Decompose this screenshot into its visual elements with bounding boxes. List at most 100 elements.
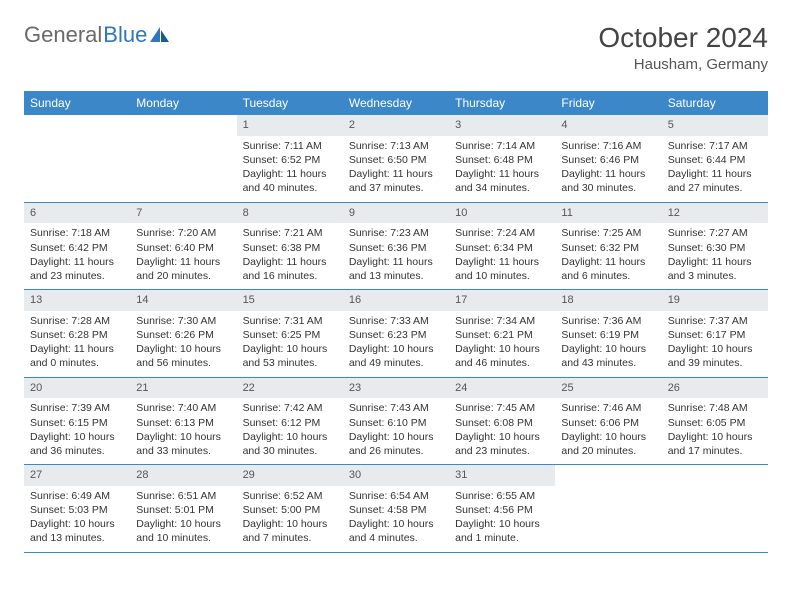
day-content: Sunrise: 7:24 AMSunset: 6:34 PMDaylight:… [449,223,555,289]
day-cell [24,115,130,202]
day-cell [130,115,236,202]
day-content: Sunrise: 7:28 AMSunset: 6:28 PMDaylight:… [24,311,130,377]
daylight-text: Daylight: 10 hours and 33 minutes. [136,430,230,458]
day-content: Sunrise: 7:48 AMSunset: 6:05 PMDaylight:… [662,398,768,464]
day-content: Sunrise: 6:52 AMSunset: 5:00 PMDaylight:… [237,486,343,552]
day-cell: 4Sunrise: 7:16 AMSunset: 6:46 PMDaylight… [555,115,661,202]
day-cell [555,465,661,552]
day-cell: 27Sunrise: 6:49 AMSunset: 5:03 PMDayligh… [24,465,130,552]
sunset-text: Sunset: 6:28 PM [30,328,124,342]
sunset-text: Sunset: 6:10 PM [349,416,443,430]
day-cell: 24Sunrise: 7:45 AMSunset: 6:08 PMDayligh… [449,378,555,465]
day-content: Sunrise: 7:14 AMSunset: 6:48 PMDaylight:… [449,136,555,202]
day-number: 27 [24,465,130,486]
daylight-text: Daylight: 11 hours and 30 minutes. [561,167,655,195]
sunrise-text: Sunrise: 7:18 AM [30,226,124,240]
daylight-text: Daylight: 11 hours and 37 minutes. [349,167,443,195]
weekday-header: Thursday [449,91,555,115]
sunset-text: Sunset: 5:03 PM [30,503,124,517]
sunset-text: Sunset: 6:38 PM [243,241,337,255]
day-content: Sunrise: 7:45 AMSunset: 6:08 PMDaylight:… [449,398,555,464]
day-cell [662,465,768,552]
day-content: Sunrise: 7:43 AMSunset: 6:10 PMDaylight:… [343,398,449,464]
day-number: 12 [662,203,768,224]
day-cell: 9Sunrise: 7:23 AMSunset: 6:36 PMDaylight… [343,203,449,290]
weekday-header: Tuesday [237,91,343,115]
sunrise-text: Sunrise: 7:31 AM [243,314,337,328]
daylight-text: Daylight: 10 hours and 1 minute. [455,517,549,545]
weeks-container: 1Sunrise: 7:11 AMSunset: 6:52 PMDaylight… [24,115,768,553]
day-cell: 25Sunrise: 7:46 AMSunset: 6:06 PMDayligh… [555,378,661,465]
sunset-text: Sunset: 5:00 PM [243,503,337,517]
sunrise-text: Sunrise: 7:33 AM [349,314,443,328]
day-content: Sunrise: 7:16 AMSunset: 6:46 PMDaylight:… [555,136,661,202]
day-content: Sunrise: 7:33 AMSunset: 6:23 PMDaylight:… [343,311,449,377]
day-cell: 6Sunrise: 7:18 AMSunset: 6:42 PMDaylight… [24,203,130,290]
month-title: October 2024 [598,22,768,54]
daylight-text: Daylight: 10 hours and 56 minutes. [136,342,230,370]
daylight-text: Daylight: 11 hours and 27 minutes. [668,167,762,195]
day-cell: 31Sunrise: 6:55 AMSunset: 4:56 PMDayligh… [449,465,555,552]
sunrise-text: Sunrise: 6:52 AM [243,489,337,503]
day-content: Sunrise: 7:31 AMSunset: 6:25 PMDaylight:… [237,311,343,377]
day-content: Sunrise: 7:21 AMSunset: 6:38 PMDaylight:… [237,223,343,289]
day-content: Sunrise: 7:34 AMSunset: 6:21 PMDaylight:… [449,311,555,377]
calendar: Sunday Monday Tuesday Wednesday Thursday… [24,91,768,553]
day-cell: 5Sunrise: 7:17 AMSunset: 6:44 PMDaylight… [662,115,768,202]
day-number: 3 [449,115,555,136]
week-row: 6Sunrise: 7:18 AMSunset: 6:42 PMDaylight… [24,202,768,290]
daylight-text: Daylight: 10 hours and 10 minutes. [136,517,230,545]
day-number: 13 [24,290,130,311]
day-number: 11 [555,203,661,224]
daylight-text: Daylight: 11 hours and 34 minutes. [455,167,549,195]
day-cell: 29Sunrise: 6:52 AMSunset: 5:00 PMDayligh… [237,465,343,552]
sunrise-text: Sunrise: 7:42 AM [243,401,337,415]
sunset-text: Sunset: 6:36 PM [349,241,443,255]
day-cell: 3Sunrise: 7:14 AMSunset: 6:48 PMDaylight… [449,115,555,202]
week-row: 20Sunrise: 7:39 AMSunset: 6:15 PMDayligh… [24,377,768,465]
day-cell: 8Sunrise: 7:21 AMSunset: 6:38 PMDaylight… [237,203,343,290]
sunset-text: Sunset: 6:23 PM [349,328,443,342]
sunrise-text: Sunrise: 7:28 AM [30,314,124,328]
logo-text-blue: Blue [103,22,147,48]
sunrise-text: Sunrise: 7:21 AM [243,226,337,240]
sunset-text: Sunset: 6:13 PM [136,416,230,430]
day-cell: 11Sunrise: 7:25 AMSunset: 6:32 PMDayligh… [555,203,661,290]
sunset-text: Sunset: 6:34 PM [455,241,549,255]
sunset-text: Sunset: 6:15 PM [30,416,124,430]
day-number: 19 [662,290,768,311]
sunset-text: Sunset: 6:06 PM [561,416,655,430]
day-number: 29 [237,465,343,486]
day-content: Sunrise: 6:54 AMSunset: 4:58 PMDaylight:… [343,486,449,552]
sunrise-text: Sunrise: 6:51 AM [136,489,230,503]
day-number: 7 [130,203,236,224]
day-content: Sunrise: 7:11 AMSunset: 6:52 PMDaylight:… [237,136,343,202]
sunset-text: Sunset: 5:01 PM [136,503,230,517]
day-cell: 20Sunrise: 7:39 AMSunset: 6:15 PMDayligh… [24,378,130,465]
day-cell: 21Sunrise: 7:40 AMSunset: 6:13 PMDayligh… [130,378,236,465]
daylight-text: Daylight: 11 hours and 20 minutes. [136,255,230,283]
daylight-text: Daylight: 10 hours and 17 minutes. [668,430,762,458]
daylight-text: Daylight: 11 hours and 10 minutes. [455,255,549,283]
sunrise-text: Sunrise: 7:43 AM [349,401,443,415]
sunrise-text: Sunrise: 6:54 AM [349,489,443,503]
daylight-text: Daylight: 10 hours and 49 minutes. [349,342,443,370]
sunrise-text: Sunrise: 7:40 AM [136,401,230,415]
day-cell: 7Sunrise: 7:20 AMSunset: 6:40 PMDaylight… [130,203,236,290]
sunset-text: Sunset: 6:40 PM [136,241,230,255]
sunrise-text: Sunrise: 7:45 AM [455,401,549,415]
day-number: 8 [237,203,343,224]
day-cell: 22Sunrise: 7:42 AMSunset: 6:12 PMDayligh… [237,378,343,465]
daylight-text: Daylight: 10 hours and 20 minutes. [561,430,655,458]
day-content: Sunrise: 6:51 AMSunset: 5:01 PMDaylight:… [130,486,236,552]
day-content: Sunrise: 7:46 AMSunset: 6:06 PMDaylight:… [555,398,661,464]
day-content: Sunrise: 7:17 AMSunset: 6:44 PMDaylight:… [662,136,768,202]
day-cell: 28Sunrise: 6:51 AMSunset: 5:01 PMDayligh… [130,465,236,552]
daylight-text: Daylight: 10 hours and 36 minutes. [30,430,124,458]
day-content: Sunrise: 7:23 AMSunset: 6:36 PMDaylight:… [343,223,449,289]
logo: GeneralBlue [24,22,171,48]
weekday-header-row: Sunday Monday Tuesday Wednesday Thursday… [24,91,768,115]
day-cell: 15Sunrise: 7:31 AMSunset: 6:25 PMDayligh… [237,290,343,377]
daylight-text: Daylight: 10 hours and 7 minutes. [243,517,337,545]
weekday-header: Friday [555,91,661,115]
